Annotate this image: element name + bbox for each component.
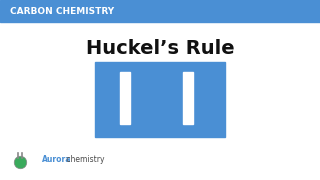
Text: chemistry: chemistry bbox=[64, 156, 105, 165]
Text: CARBON CHEMISTRY: CARBON CHEMISTRY bbox=[10, 6, 114, 15]
Bar bbox=[0, 0, 320, 22]
Bar bbox=[95, 62, 225, 137]
Text: Huckel’s Rule: Huckel’s Rule bbox=[86, 39, 234, 57]
Bar bbox=[120, 72, 130, 124]
Text: Aurora: Aurora bbox=[42, 156, 71, 165]
Bar bbox=[183, 72, 193, 124]
